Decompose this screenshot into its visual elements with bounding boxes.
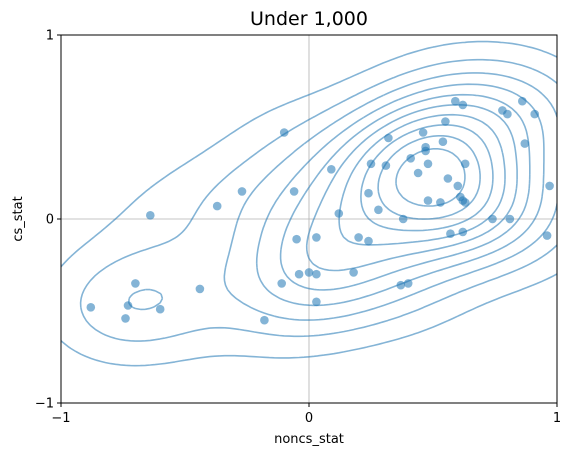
scatter-point — [212, 201, 222, 211]
scatter-point — [505, 214, 515, 224]
scatter-point — [312, 269, 321, 279]
scatter-point — [398, 214, 408, 224]
scatter-point — [403, 279, 413, 288]
scatter-point — [366, 159, 376, 169]
scatter-point — [312, 297, 321, 307]
density-contour-line — [279, 93, 531, 291]
scatter-point — [260, 315, 269, 325]
scatter-point — [121, 314, 130, 323]
density-contour-line — [79, 58, 557, 342]
scatter-point — [460, 159, 470, 169]
scatter-point — [294, 269, 304, 279]
density-contour-line — [61, 40, 557, 367]
y-axis: −1 0 1 — [35, 29, 61, 412]
plot-area — [60, 34, 558, 404]
scatter-point — [364, 188, 373, 198]
scatter-point — [518, 96, 527, 106]
scatter-point — [446, 229, 455, 238]
scatter-point — [453, 181, 463, 191]
scatter-point — [123, 301, 133, 310]
scatter-point — [451, 96, 460, 106]
density-contours — [61, 40, 557, 367]
chart-title: Under 1,000 — [250, 8, 368, 30]
scatter-point — [443, 174, 453, 183]
scatter-point — [545, 181, 554, 191]
scatter-point — [354, 233, 363, 242]
scatter-point — [334, 209, 344, 218]
scatter-point — [327, 165, 336, 174]
scatter-point — [146, 211, 155, 220]
y-tick-label: −1 — [35, 397, 54, 412]
scatter-point — [349, 268, 358, 277]
scatter-point — [364, 236, 373, 246]
scatter-point — [374, 205, 383, 215]
scatter-point — [304, 268, 314, 277]
scatter-point — [503, 109, 512, 119]
scatter-point — [530, 109, 539, 119]
scatter-point — [421, 146, 430, 156]
scatter-points — [86, 96, 554, 325]
density-contour-line — [360, 124, 494, 232]
y-tick-label: 1 — [46, 29, 54, 44]
scatter-point — [423, 159, 433, 169]
scatter-point — [458, 227, 468, 237]
scatter-point — [312, 233, 321, 242]
scatter-point — [488, 214, 497, 224]
scatter-point — [279, 128, 289, 137]
y-tick-label: 0 — [46, 213, 54, 228]
scatter-point — [131, 279, 140, 288]
scatter-point — [460, 198, 470, 207]
x-axis-label: noncs_stat — [274, 432, 344, 447]
scatter-point — [384, 133, 393, 143]
scatter-point — [438, 137, 448, 146]
scatter-point — [441, 117, 450, 126]
scatter-point — [423, 196, 433, 205]
x-tick-label: −1 — [51, 411, 70, 426]
scatter-point — [458, 100, 468, 110]
scatter-point — [406, 154, 416, 163]
x-tick-label: 0 — [305, 411, 313, 426]
scatter-point — [396, 280, 406, 290]
scatter-point — [155, 304, 165, 314]
scatter-point — [292, 234, 301, 244]
scatter-point — [195, 284, 205, 294]
x-axis: −1 0 1 — [51, 403, 561, 426]
x-tick-label: 1 — [553, 411, 561, 426]
scatter-point — [542, 231, 552, 240]
scatter-point — [237, 187, 247, 196]
density-contour-line — [377, 135, 481, 220]
density-contour-line — [128, 72, 557, 321]
scatter-point — [381, 161, 391, 170]
scatter-point — [86, 303, 96, 312]
scatter-point — [277, 279, 287, 288]
scatter-point — [418, 128, 428, 137]
y-axis-label: cs_stat — [11, 196, 26, 241]
scatter-point — [520, 139, 530, 148]
scatter-point — [413, 168, 423, 178]
scatter-point — [436, 198, 445, 207]
density-contour-line — [305, 104, 518, 272]
scatter-point — [289, 187, 299, 196]
